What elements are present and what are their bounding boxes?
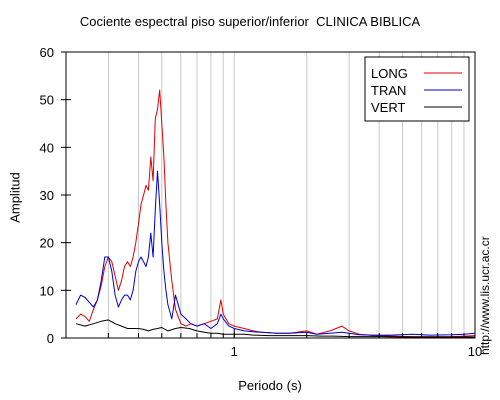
- series-lines: [75, 89, 476, 338]
- legend-label-vert: VERT: [371, 100, 405, 115]
- y-tick-label: 20: [40, 236, 54, 251]
- legend-label-tran: TRAN: [371, 83, 406, 98]
- y-tick-label: 60: [40, 45, 54, 60]
- y-tick-label: 40: [40, 140, 54, 155]
- watermark-url: http://www.lis.ucr.ac.cr: [478, 236, 492, 355]
- legend-box: [364, 56, 470, 122]
- x-tick-label: 1: [231, 344, 238, 359]
- y-tick-label: 50: [40, 93, 54, 108]
- y-tick-label: 10: [40, 283, 54, 298]
- ticks: 1 10 0 10 20 30 40 50 60: [40, 45, 483, 359]
- legend-label-long: LONG: [371, 66, 408, 81]
- series-line-tran: [75, 170, 476, 336]
- y-tick-label: 30: [40, 188, 54, 203]
- legend: LONG TRAN VERT: [364, 56, 470, 122]
- series-line-long: [75, 89, 476, 338]
- x-tick-label: 10: [468, 344, 482, 359]
- x-axis-label: Periodo (s): [238, 378, 302, 393]
- y-axis-label: Amplitud: [7, 172, 23, 223]
- y-tick-label: 0: [47, 331, 54, 346]
- chart-title: Cociente espectral piso superior/inferio…: [79, 14, 421, 29]
- series-line-vert: [75, 319, 475, 338]
